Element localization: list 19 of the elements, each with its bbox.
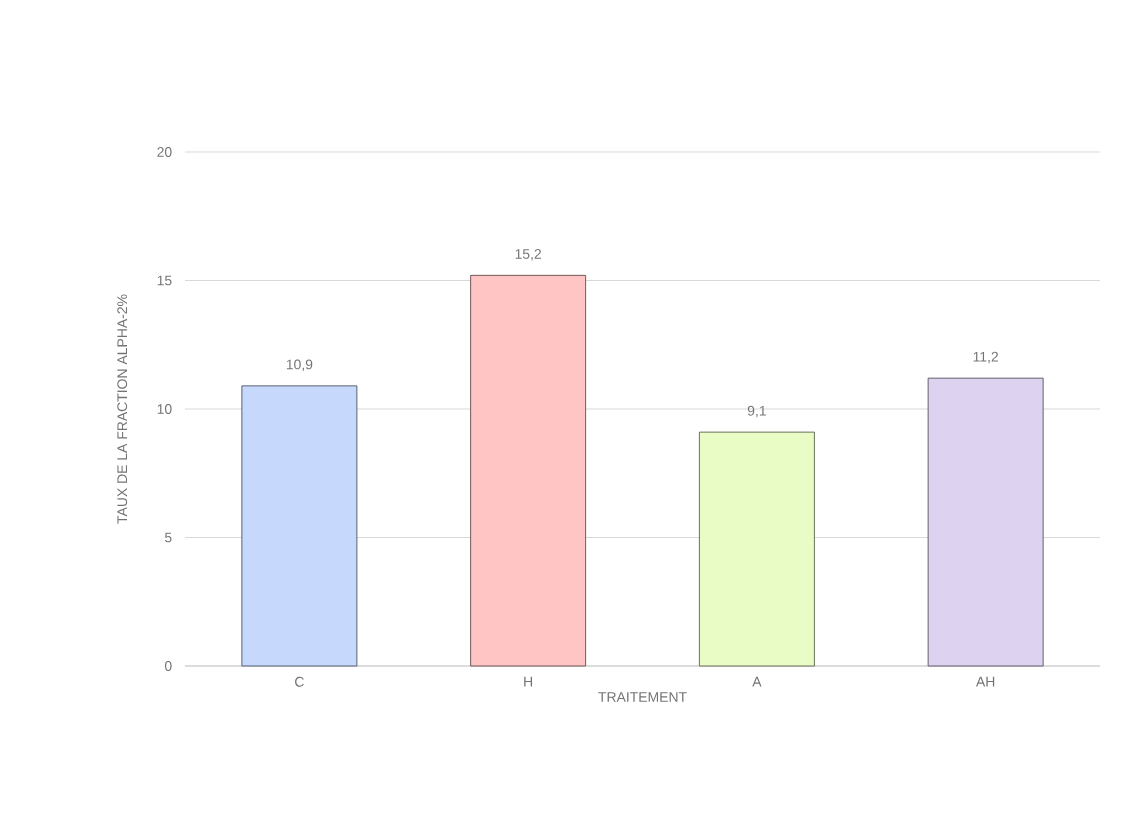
- y-axis-title: TAUX DE LA FRACTION ALPHA-2%: [117, 294, 128, 524]
- x-tick-label: AH: [975, 676, 995, 687]
- data-label: 15,2: [515, 248, 542, 261]
- bar: [470, 274, 587, 667]
- x-axis-title: TRAITEMENT: [598, 692, 687, 702]
- bar: [698, 431, 815, 667]
- y-tick-label: 10: [157, 404, 172, 414]
- data-label: 11,2: [973, 351, 998, 364]
- y-tick-label: 15: [157, 275, 172, 286]
- y-tick-label: 0: [164, 661, 172, 671]
- x-tick-label: H: [524, 676, 533, 687]
- x-tick-label: A: [752, 676, 762, 687]
- y-tick-label: 5: [164, 532, 172, 543]
- bar: [927, 377, 1044, 667]
- y-tick-label: 20: [157, 147, 172, 157]
- x-tick-label: C: [295, 676, 304, 687]
- bar: [241, 385, 358, 667]
- data-label: 10,9: [286, 359, 313, 372]
- data-label: 9,1: [747, 405, 766, 418]
